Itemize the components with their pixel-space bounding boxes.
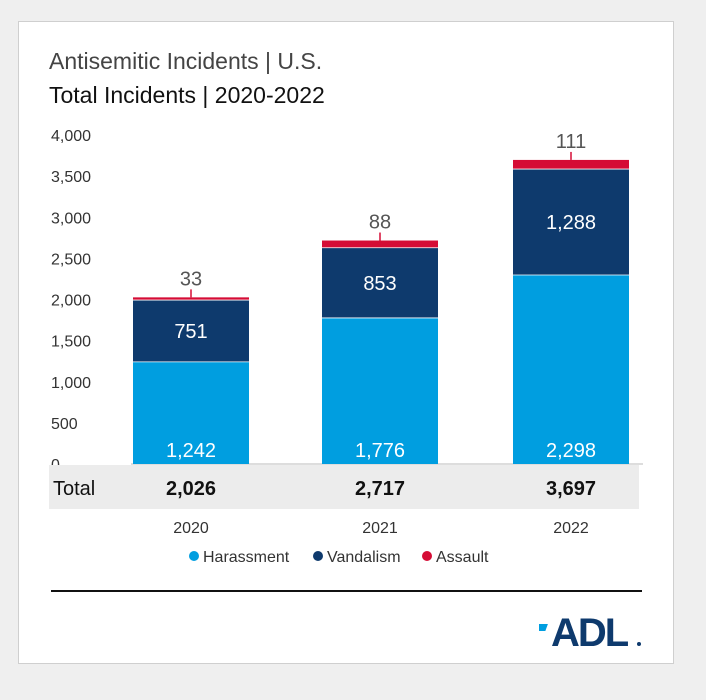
- data-label-assault-2021: 88: [369, 212, 391, 234]
- chart-card: Antisemitic Incidents | U.S. Total Incid…: [18, 21, 674, 664]
- y-tick-label: 1,000: [51, 375, 91, 392]
- chart-title: Antisemitic Incidents | U.S.: [49, 48, 323, 74]
- total-row-label: Total: [53, 478, 95, 500]
- y-tick-label: 3,000: [51, 210, 91, 227]
- data-label-vandalism-2021: 853: [363, 273, 396, 295]
- x-tick-label: 2021: [362, 520, 398, 537]
- y-tick-label: 1,500: [51, 334, 91, 351]
- data-label-harassment-2020: 1,242: [166, 440, 216, 462]
- legend-marker-assault: [422, 551, 432, 561]
- legend-marker-vandalism: [313, 551, 323, 561]
- data-label-harassment-2021: 1,776: [355, 440, 405, 462]
- bar-harassment-2022: [513, 274, 629, 464]
- x-tick-label: 2022: [553, 520, 589, 537]
- footer-divider: [51, 590, 642, 592]
- legend-label-vandalism: Vandalism: [327, 549, 401, 566]
- data-label-assault-2020: 33: [180, 268, 202, 290]
- data-label-vandalism-2020: 751: [174, 321, 207, 343]
- data-label-vandalism-2022: 1,288: [546, 212, 596, 234]
- chart-subtitle: Total Incidents | 2020-2022: [49, 82, 325, 108]
- bar-assault-2020: [133, 297, 249, 301]
- stacked-bar-chart: 05001,0001,5002,0002,5003,0003,5004,0001…: [49, 128, 643, 566]
- y-tick-label: 2,500: [51, 251, 91, 268]
- bar-harassment-2021: [322, 317, 438, 464]
- legend-label-harassment: Harassment: [203, 549, 290, 566]
- y-tick-label: 3,500: [51, 169, 91, 186]
- bar-vandalism-2022: [513, 169, 629, 275]
- y-tick-label: 500: [51, 416, 78, 433]
- total-band: [49, 465, 639, 509]
- x-tick-label: 2020: [173, 520, 209, 537]
- y-tick-label: 4,000: [51, 128, 91, 145]
- adl-logo: ADL: [539, 611, 641, 652]
- total-value-2021: 2,717: [355, 478, 405, 500]
- data-label-harassment-2022: 2,298: [546, 440, 596, 462]
- bar-vandalism-2020: [133, 300, 249, 362]
- data-label-assault-2022: 111: [556, 131, 586, 153]
- bar-vandalism-2021: [322, 247, 438, 318]
- y-tick-label: 2,000: [51, 293, 91, 310]
- legend-label-assault: Assault: [436, 549, 489, 566]
- adl-logo-text: ADL: [551, 611, 629, 652]
- bar-assault-2021: [322, 240, 438, 248]
- legend-marker-harassment: [189, 551, 199, 561]
- bar-harassment-2020: [133, 361, 249, 464]
- bar-assault-2022: [513, 159, 629, 170]
- total-value-2020: 2,026: [166, 478, 216, 500]
- total-value-2022: 3,697: [546, 478, 596, 500]
